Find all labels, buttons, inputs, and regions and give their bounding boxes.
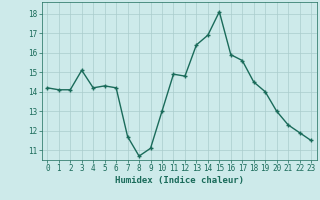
X-axis label: Humidex (Indice chaleur): Humidex (Indice chaleur) (115, 176, 244, 185)
